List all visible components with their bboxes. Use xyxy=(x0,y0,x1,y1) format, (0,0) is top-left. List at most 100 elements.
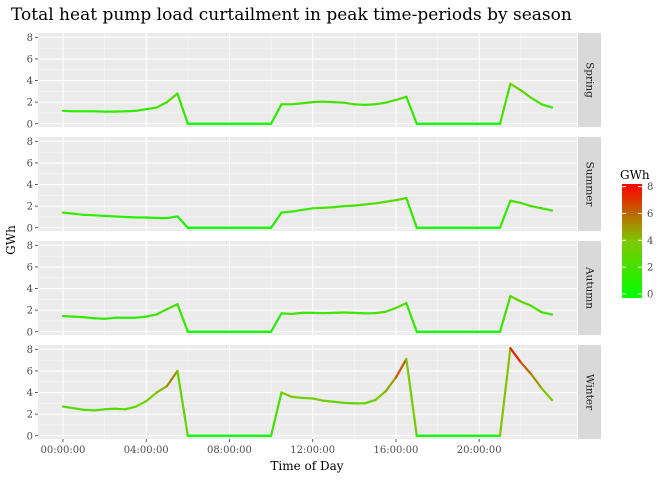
colorbar-tick-label: 6 xyxy=(647,209,653,220)
series-segment-winter xyxy=(498,347,512,437)
series-segment-winter xyxy=(405,357,418,437)
y-tick-label: 4 xyxy=(27,76,33,87)
facet-strip xyxy=(578,241,601,335)
series-segment-spring xyxy=(322,100,335,104)
series-segment-spring xyxy=(384,98,398,104)
series-segment-winter xyxy=(311,397,325,402)
x-axis-title: Time of Day xyxy=(270,459,343,473)
series-segment-summer xyxy=(353,203,366,207)
series-segment-summer xyxy=(269,211,283,229)
legend-title: GWh xyxy=(620,168,650,182)
series-segment-winter xyxy=(509,347,522,364)
facet-strip-label: Spring xyxy=(584,62,596,98)
y-tick-label: 4 xyxy=(27,180,33,191)
x-tick-label: 16:00:00 xyxy=(373,445,418,456)
y-tick-label: 4 xyxy=(27,284,33,295)
series-segment-spring xyxy=(134,108,148,112)
series-segment-winter xyxy=(165,369,179,388)
series-segment-summer xyxy=(498,199,512,229)
series-segment-autumn xyxy=(269,312,283,333)
y-tick-label: 0 xyxy=(27,223,33,234)
chart-title: Total heat pump load curtailment in peak… xyxy=(11,5,572,25)
series-segment-winter xyxy=(374,390,387,402)
series-segment-spring xyxy=(509,82,522,92)
series-segment-spring xyxy=(519,89,533,99)
x-axis: 00:00:00 04:00:00 08:00:00 12:00:00 16:00:00… xyxy=(41,439,502,456)
series-segment-winter xyxy=(176,369,189,437)
series-segment-winter xyxy=(280,391,293,398)
series-segment-autumn xyxy=(394,302,408,310)
series-segment-spring xyxy=(290,102,304,106)
facet-strip-label: Winter xyxy=(584,374,596,411)
series-segment-winter xyxy=(134,400,148,408)
series-segment-winter xyxy=(394,357,408,379)
series-segment-summer xyxy=(280,210,293,214)
y-tick-label: 2 xyxy=(27,306,33,317)
series-segment-spring xyxy=(540,103,554,109)
series-segment-summer xyxy=(61,211,75,215)
series-segment-autumn xyxy=(134,315,148,319)
series-segment-summer xyxy=(405,196,418,229)
series-segment-autumn xyxy=(280,312,293,316)
series-segment-spring xyxy=(155,101,169,109)
series-segment-summer xyxy=(322,206,335,209)
series-segment-spring xyxy=(353,103,366,106)
series-segment-spring xyxy=(176,92,189,125)
series-segment-winter xyxy=(72,407,85,411)
series-segment-winter xyxy=(342,401,356,405)
series-segment-autumn xyxy=(540,311,554,316)
y-tick-label: 0 xyxy=(27,327,33,338)
colorbar xyxy=(622,184,642,298)
facet-strip-label: Autumn xyxy=(584,266,596,309)
facet-strip xyxy=(578,137,601,231)
y-tick-label: 2 xyxy=(27,98,33,109)
series-segment-spring xyxy=(394,95,408,102)
series-segment-autumn xyxy=(165,303,179,311)
series-segment-summer xyxy=(103,214,117,218)
series-segment-spring xyxy=(405,95,418,125)
series-segment-summer xyxy=(394,196,408,202)
series-segment-summer xyxy=(540,207,554,212)
series-segment-summer xyxy=(519,201,533,208)
series-segment-winter xyxy=(269,391,283,437)
series-segment-summer xyxy=(124,215,137,219)
series-segment-autumn xyxy=(176,303,189,333)
series-segment-winter xyxy=(540,387,554,402)
series-segment-autumn xyxy=(103,316,117,320)
series-segment-summer xyxy=(176,215,189,229)
facet-strip-label: Summer xyxy=(584,161,596,207)
series-segment-winter xyxy=(332,400,346,404)
series-segment-spring xyxy=(124,109,137,113)
series-segment-autumn xyxy=(519,300,533,307)
series-segment-winter xyxy=(363,399,377,405)
series-segment-summer xyxy=(165,215,179,220)
y-tick-label: 4 xyxy=(27,388,33,399)
series-segment-winter xyxy=(124,405,137,411)
x-tick-label: 20:00:00 xyxy=(457,445,502,456)
series-segment-autumn xyxy=(145,313,158,318)
colorbar-tick-label: 4 xyxy=(647,236,653,247)
series-segment-summer xyxy=(290,208,304,213)
facet-panel-spring: 0 2 4 6 8 Spring xyxy=(27,33,601,130)
series-segment-spring xyxy=(530,96,543,106)
series-segment-autumn xyxy=(61,314,75,318)
series-segment-autumn xyxy=(82,316,96,320)
series-segment-spring xyxy=(165,92,179,104)
series-segment-autumn xyxy=(290,311,304,316)
series-segment-autumn xyxy=(509,295,522,303)
facet-panel-autumn: 0 2 4 6 8 Autumn xyxy=(27,241,601,338)
series-segment-winter xyxy=(301,396,314,400)
series-segment-summer xyxy=(72,212,85,216)
series-segment-autumn xyxy=(530,304,543,314)
y-tick-label: 8 xyxy=(27,345,33,356)
y-tick-label: 8 xyxy=(27,137,33,148)
x-tick-label: 04:00:00 xyxy=(124,445,169,456)
series-segment-summer xyxy=(93,214,106,217)
series-segment-autumn xyxy=(72,315,85,319)
series-segment-summer xyxy=(145,216,158,220)
y-tick-label: 0 xyxy=(27,119,33,130)
series-segment-winter xyxy=(155,384,169,394)
series-segment-winter xyxy=(82,408,96,412)
y-tick-label: 6 xyxy=(27,54,33,65)
